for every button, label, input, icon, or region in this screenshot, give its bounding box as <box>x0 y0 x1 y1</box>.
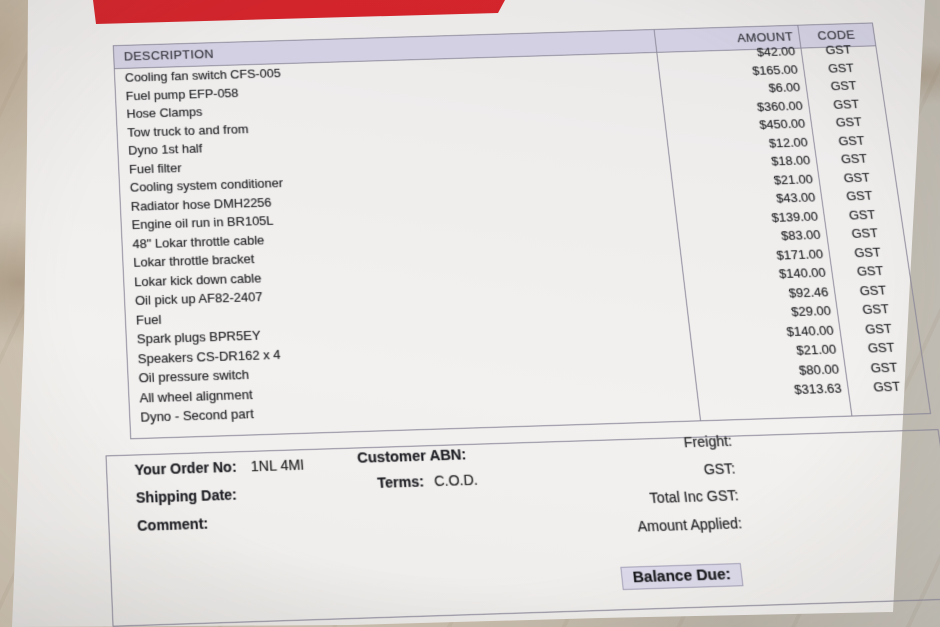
amount-text: $313.63 <box>793 380 843 398</box>
description-text: All wheel alignment <box>139 386 253 406</box>
amount-text: $6.00 <box>767 80 801 95</box>
amount-text: $43.00 <box>775 189 817 206</box>
amount-text: $92.46 <box>787 283 830 300</box>
code-text: GST <box>863 320 893 337</box>
amount-text: $165.00 <box>751 62 799 78</box>
code-text: GST <box>834 114 863 130</box>
balance-due-label: Balance Due: <box>631 565 732 587</box>
description-text: Spark plugs BPR5EY <box>136 327 261 347</box>
your-order-no-label: Your Order No: <box>134 458 238 479</box>
amount-text: $140.00 <box>785 322 835 339</box>
code-text: GST <box>824 42 853 57</box>
description-text: Fuel <box>135 311 162 328</box>
invoice-content: DESCRIPTION AMOUNT CODE Cooling fan swit… <box>19 0 940 627</box>
description-text: Dyno - Second part <box>140 405 255 425</box>
description-text: Fuel filter <box>128 160 182 176</box>
description-text: Tow truck to and from <box>127 121 249 140</box>
comment-field: Comment: <box>137 515 209 534</box>
description-text: Radiator hose DMH2256 <box>130 194 272 214</box>
customer-abn-label: Customer ABN: <box>356 447 468 467</box>
your-order-no-field: Your Order No: 1NL 4MI <box>134 456 304 478</box>
code-text: GST <box>839 151 869 167</box>
shipping-date-field: Shipping Date: <box>136 486 238 506</box>
description-text: Lokar kick down cable <box>133 270 262 289</box>
code-text: GST <box>829 78 858 94</box>
amount-text: $18.00 <box>770 152 812 169</box>
amount-text: $83.00 <box>780 227 822 243</box>
balance-due-badge: Balance Due: <box>620 562 744 591</box>
code-text: GST <box>858 282 888 298</box>
amount-text: $21.00 <box>795 341 838 358</box>
code-text: GST <box>861 301 890 317</box>
description-text: Speakers CS-DR162 x 4 <box>137 346 282 366</box>
code-text: GST <box>832 96 861 112</box>
code-text: GST <box>845 188 874 204</box>
amount-text: $450.00 <box>758 116 806 132</box>
code-text: GST <box>827 60 855 75</box>
code-text: GST <box>847 206 877 222</box>
code-text: GST <box>869 359 899 375</box>
code-text: GST <box>855 263 885 279</box>
code-text: GST <box>866 339 896 356</box>
totals-labels: Freight: GST: Total Inc GST: Amount Appl… <box>451 428 744 546</box>
cell-amount: $313.63 <box>696 380 849 409</box>
amount-text: $139.00 <box>770 208 819 225</box>
description-text: Lokar throttle bracket <box>132 251 255 270</box>
amount-text: $21.00 <box>772 171 814 187</box>
description-text: Oil pressure switch <box>138 366 250 386</box>
description-text: Dyno 1st half <box>127 141 203 158</box>
code-text: GST <box>842 169 871 185</box>
amount-text: $171.00 <box>775 246 824 263</box>
description-text: Engine oil run in BR105L <box>131 213 274 232</box>
description-text: Hose Clamps <box>126 104 203 121</box>
code-text: GST <box>872 378 902 395</box>
your-order-no-value: 1NL 4MI <box>250 456 305 475</box>
description-text: Oil pick up AF82-2407 <box>134 289 263 308</box>
code-text: GST <box>853 244 882 260</box>
shipping-date-label: Shipping Date: <box>135 486 238 506</box>
amount-text: $80.00 <box>797 360 840 378</box>
amount-text: $42.00 <box>755 44 797 60</box>
amount-text: $360.00 <box>756 98 804 114</box>
description-text: Cooling system conditioner <box>129 175 284 195</box>
customer-abn-field: Customer ABN: <box>357 447 467 467</box>
comment-label: Comment: <box>136 515 209 535</box>
description-text: Cooling fan switch CFS-005 <box>124 65 282 85</box>
amount-text: $140.00 <box>778 264 827 282</box>
amount-text: $12.00 <box>767 134 809 150</box>
description-text: 48" Lokar throttle cable <box>132 232 265 251</box>
terms-label: Terms: <box>376 473 425 492</box>
amount-text: $29.00 <box>790 303 832 320</box>
description-text: Fuel pump EFP-058 <box>125 85 239 103</box>
code-text: GST <box>837 132 866 148</box>
code-text: GST <box>850 225 879 241</box>
items-table: DESCRIPTION AMOUNT CODE Cooling fan swit… <box>112 22 932 439</box>
cell-code: GST <box>847 379 928 405</box>
order-summary-box: Your Order No: 1NL 4MI Shipping Date: Com… <box>105 428 940 627</box>
